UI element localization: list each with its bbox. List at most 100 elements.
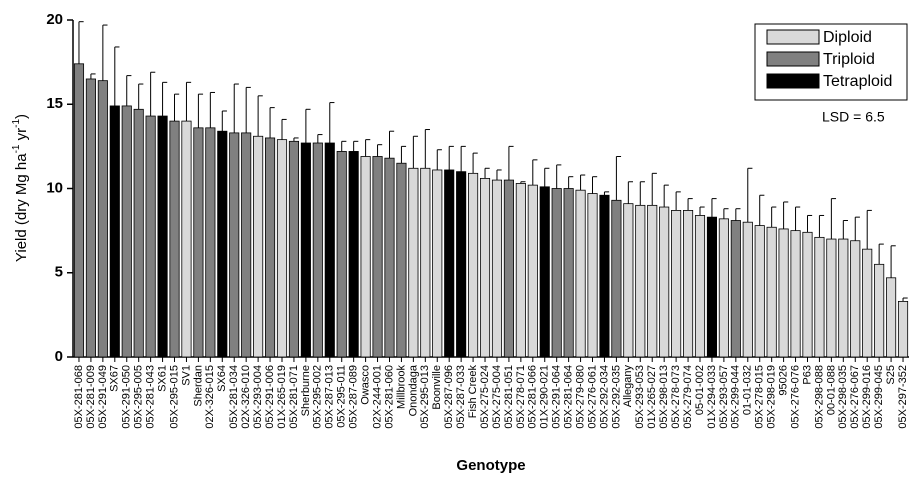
error-bar [592, 176, 598, 194]
x-tick-label: 05X-276-061 [586, 365, 598, 429]
x-tick-label: 05X-297-352 [897, 365, 909, 429]
bar [814, 236, 825, 358]
bar [503, 179, 514, 358]
x-tick-label: 05X-276-067 [849, 365, 861, 429]
error-bar [221, 110, 227, 132]
error-bar [890, 245, 896, 278]
bar [181, 120, 192, 358]
x-tick-label: SX67 [109, 365, 121, 392]
bar [623, 203, 634, 358]
legend-swatch [766, 51, 820, 67]
label-part: ) [13, 114, 30, 119]
x-tick-label: 00-01-088 [825, 365, 837, 415]
error-bar [209, 91, 216, 128]
bar [253, 135, 264, 358]
bar [754, 225, 765, 358]
bar [539, 186, 550, 358]
error-bar [651, 172, 657, 206]
bar [862, 248, 873, 358]
bar [276, 139, 288, 358]
x-tick-label: 05X-291-050 [121, 365, 133, 429]
bar [886, 277, 897, 358]
error-bar [412, 135, 419, 169]
bar [205, 127, 216, 358]
error-bar [90, 73, 96, 79]
error-bar [317, 134, 323, 144]
bar [97, 80, 108, 358]
error-bar [150, 71, 156, 117]
error-bar [603, 191, 610, 196]
error-bar [388, 130, 395, 159]
error-bar [436, 149, 442, 170]
x-tick-label: 05X-298-013 [658, 365, 670, 429]
x-tick-label: 05X-287-089 [348, 365, 360, 429]
bar [217, 130, 228, 358]
bar [360, 156, 371, 358]
x-tick-label: 05X-298-019 [766, 365, 778, 429]
x-tick-label: 05X-281-051 [503, 365, 515, 429]
error-bar [174, 93, 180, 122]
bar [145, 115, 156, 358]
bar [444, 169, 455, 358]
x-tick-label: 02X-244-001 [371, 365, 383, 429]
x-tick-label: 02X-326-015 [204, 365, 216, 429]
bar [241, 132, 252, 358]
error-bar [759, 194, 765, 226]
error-bar [138, 83, 144, 110]
y-tick-label: 15 [46, 95, 63, 112]
x-tick-label: 05X-298-035 [837, 365, 849, 429]
x-tick-label: 05X-293-053 [634, 365, 646, 429]
error-bar [627, 181, 634, 204]
y-tick-label: 0 [55, 348, 63, 365]
x-tick-label: 05X-295-015 [168, 365, 180, 429]
bar [348, 151, 359, 358]
x-tick-label: 05X-281-071 [288, 365, 300, 429]
bar [193, 127, 204, 358]
x-tick-label: 05X-278-073 [670, 365, 682, 429]
error-bar [448, 145, 454, 170]
error-bar [902, 297, 908, 302]
error-bar [365, 139, 371, 157]
bar [396, 162, 407, 358]
x-tick-label: 02X-326-010 [240, 365, 252, 429]
error-bar [878, 243, 884, 265]
bar [575, 189, 586, 358]
error-bar [281, 118, 287, 140]
x-tick-label: 05X-281-068 [73, 365, 85, 429]
bar [468, 172, 479, 358]
bar [551, 188, 562, 358]
x-tick-label: 01X-265-027 [646, 365, 658, 429]
bar [157, 115, 168, 358]
error-bar [568, 176, 574, 189]
error-bar [329, 102, 335, 144]
bar [742, 221, 753, 358]
x-tick-label: Fish Creek [467, 365, 479, 419]
error-bar [78, 21, 84, 64]
bar [384, 157, 395, 358]
error-bar [556, 164, 562, 189]
bar [229, 132, 240, 358]
x-tick-label: 05X-287-033 [455, 365, 467, 429]
bar [479, 177, 491, 358]
bar [432, 169, 443, 358]
superscript: -1 [11, 119, 22, 128]
x-tick-label: 05X-278-015 [754, 365, 766, 429]
x-tick-label: 05X-281-009 [85, 365, 97, 429]
error-bar [126, 75, 132, 106]
y-tick-label: 5 [55, 264, 63, 281]
x-tick-label: 05X-299-044 [730, 365, 742, 429]
superscript: -1 [11, 144, 22, 153]
x-axis-label: Genotype [456, 457, 525, 474]
bar [897, 300, 909, 358]
bar [324, 142, 335, 358]
error-bar [353, 140, 359, 152]
error-bar [305, 108, 311, 144]
x-tick-label: 01-01-032 [742, 365, 754, 415]
error-bar [544, 167, 550, 187]
legend-swatch [766, 29, 820, 45]
x-tick-label: 05X-291-049 [97, 365, 109, 429]
x-tick-label: P63 [801, 365, 813, 385]
legend-swatch [766, 73, 820, 89]
bar [718, 218, 729, 358]
